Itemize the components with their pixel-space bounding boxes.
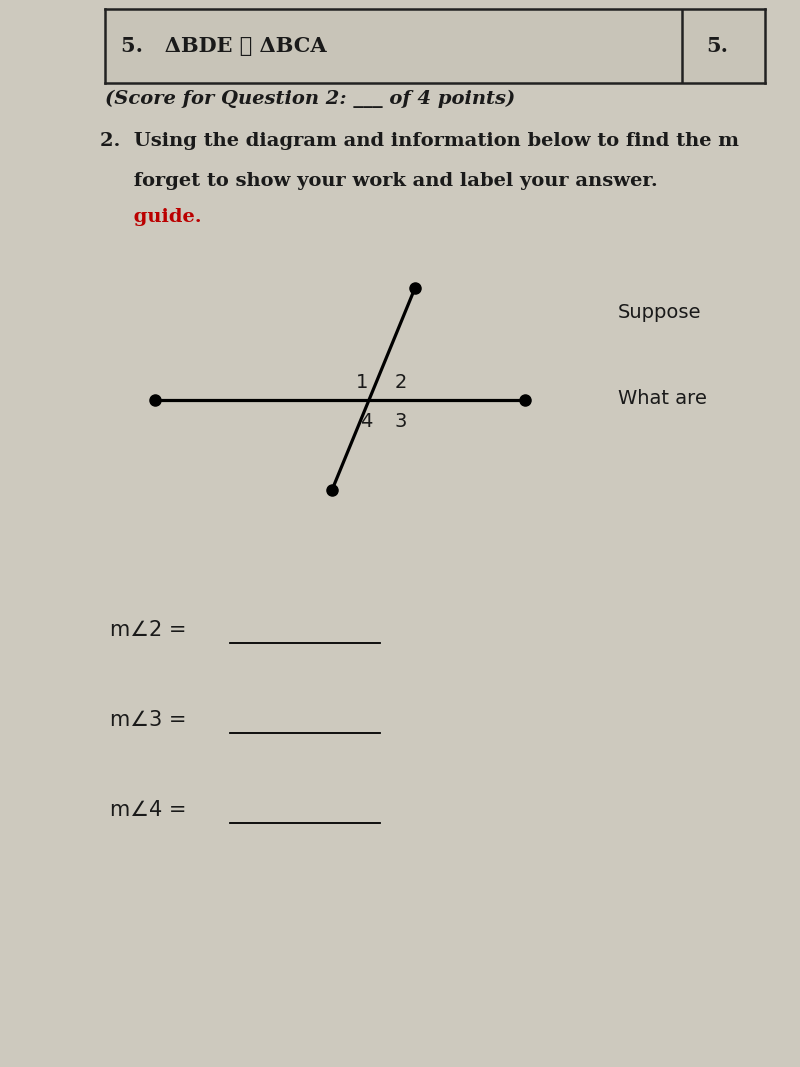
Text: guide.: guide. xyxy=(100,208,202,226)
Text: What are: What are xyxy=(618,389,707,408)
Text: m∠4 =: m∠4 = xyxy=(110,800,186,821)
Text: forget to show your work and label your answer.: forget to show your work and label your … xyxy=(100,172,658,190)
Text: (Score for Question 2: ___ of 4 points): (Score for Question 2: ___ of 4 points) xyxy=(105,90,515,108)
Text: 5.   ΔBDE ≅ ΔBCA: 5. ΔBDE ≅ ΔBCA xyxy=(122,36,327,55)
Text: 1: 1 xyxy=(356,373,368,392)
Text: 4: 4 xyxy=(360,412,372,431)
Text: m∠3 =: m∠3 = xyxy=(110,710,186,730)
Text: 5.: 5. xyxy=(706,36,729,55)
Text: 2.  Using the diagram and information below to find the m: 2. Using the diagram and information bel… xyxy=(100,132,739,150)
Text: 2: 2 xyxy=(395,373,407,392)
Text: m∠2 =: m∠2 = xyxy=(110,620,186,640)
Text: Suppose: Suppose xyxy=(618,303,702,322)
Text: 3: 3 xyxy=(395,412,407,431)
